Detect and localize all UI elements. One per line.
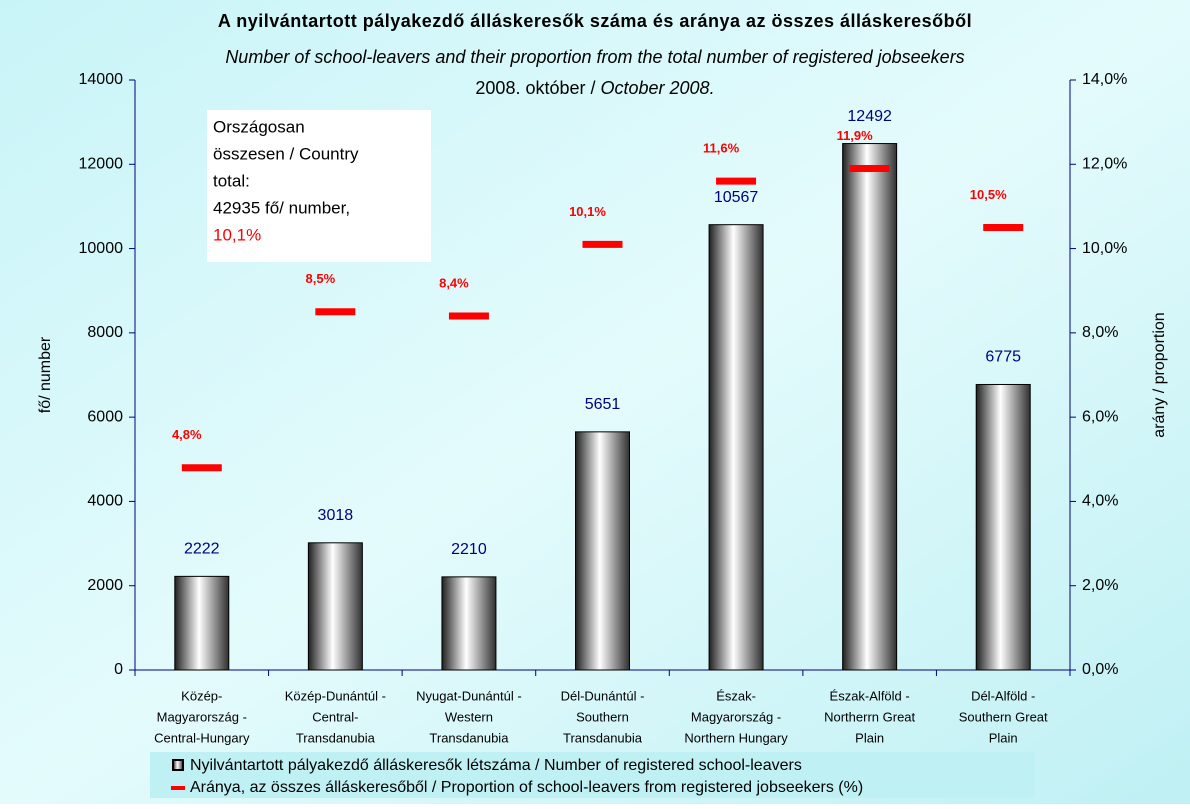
y-axis-label: fő/ number (37, 336, 54, 413)
x-tick-label: Transdanubia (429, 730, 509, 745)
x-tick-label: Western (445, 709, 493, 724)
y2-tick-label: 4,0% (1082, 493, 1118, 510)
chart-title: A nyilvántartott pályakezdő álláskeresők… (218, 11, 972, 31)
bar (575, 431, 630, 671)
x-tick-label: Észak- (716, 688, 756, 703)
y-tick-label: 12000 (79, 156, 124, 173)
bar-value-label: 10567 (714, 189, 759, 206)
y-tick-label: 10000 (79, 240, 124, 257)
y2-tick-label: 2,0% (1082, 577, 1118, 594)
bar (708, 224, 764, 671)
y2-axis-label: arány / proportion (1151, 312, 1168, 437)
legend-swatch (172, 759, 184, 771)
y2-tick-label: 0,0% (1082, 661, 1118, 678)
proportion-label: 11,6% (703, 141, 740, 156)
bar (307, 542, 363, 671)
bar (441, 576, 497, 671)
annotation-text: 42935 fő/ number, (213, 198, 350, 217)
proportion-label: 10,5% (970, 187, 1007, 202)
y2-tick-label: 6,0% (1082, 408, 1118, 425)
bar-value-label: 2222 (184, 541, 220, 558)
date-en: October 2008. (601, 78, 715, 98)
date-hu: 2008. október / (475, 78, 600, 98)
proportion-label: 10,1% (569, 204, 606, 219)
y-tick-label: 14000 (79, 71, 124, 88)
bar-value-label: 12492 (847, 108, 892, 125)
y-tick-label: 4000 (87, 493, 123, 510)
bar-value-label: 2210 (451, 541, 487, 558)
chart-date: 2008. október / October 2008. (475, 78, 714, 98)
y-tick-label: 8000 (87, 324, 123, 341)
x-tick-label: Magyarország - (691, 709, 781, 724)
y-tick-label: 2000 (87, 577, 123, 594)
legend-label: Nyilvántartott pályakezdő álláskeresők l… (190, 757, 802, 774)
y2-tick-label: 8,0% (1082, 324, 1118, 341)
x-tick-label: Southern Great (959, 709, 1048, 724)
x-tick-label: Northern Hungary (684, 730, 788, 745)
bar (174, 575, 230, 671)
x-tick-label: Central-Hungary (154, 730, 250, 745)
x-tick-label: Dél-Alföld - (971, 688, 1035, 703)
legend-label: Aránya, az összes álláskeresőből / Propo… (190, 779, 863, 796)
x-tick-label: Dél-Dunántúl - (561, 688, 645, 703)
x-tick-label: Közép-Dunántúl - (285, 688, 386, 703)
x-tick-label: Transdanubia (563, 730, 643, 745)
annotation-text: Országosan (213, 117, 305, 136)
proportion-label: 8,4% (439, 275, 469, 290)
y2-tick-label: 12,0% (1082, 156, 1127, 173)
x-tick-label: Southern (576, 709, 629, 724)
proportion-label: 8,5% (306, 271, 336, 286)
annotation-text: total: (213, 171, 250, 190)
bar-value-label: 3018 (318, 507, 354, 524)
x-tick-label: Northerrn Great (824, 709, 915, 724)
proportion-label: 11,9% (837, 128, 874, 143)
y2-tick-label: 10,0% (1082, 240, 1127, 257)
x-tick-label: Nyugat-Dunántúl - (416, 688, 522, 703)
x-tick-label: Central- (312, 709, 358, 724)
bar-value-label: 5651 (585, 396, 621, 413)
bar (842, 143, 898, 671)
bar-value-label: 6775 (985, 349, 1021, 366)
x-tick-label: Plain (989, 730, 1018, 745)
x-tick-label: Magyarország - (157, 709, 247, 724)
chart-subtitle: Number of school-leavers and their propo… (225, 47, 964, 67)
x-tick-label: Észak-Alföld - (830, 688, 910, 703)
x-tick-label: Plain (855, 730, 884, 745)
annotation-text: összesen / Country (213, 144, 359, 163)
x-tick-label: Transdanubia (296, 730, 376, 745)
x-tick-label: Közép- (181, 688, 222, 703)
y2-tick-label: 14,0% (1082, 71, 1127, 88)
annotation-box (207, 110, 431, 262)
bar (975, 383, 1031, 671)
legend-box (150, 752, 1035, 798)
y-tick-label: 6000 (87, 408, 123, 425)
proportion-label: 4,8% (172, 427, 202, 442)
y-tick-label: 0 (114, 661, 123, 678)
annotation-text: 10,1% (213, 225, 261, 244)
